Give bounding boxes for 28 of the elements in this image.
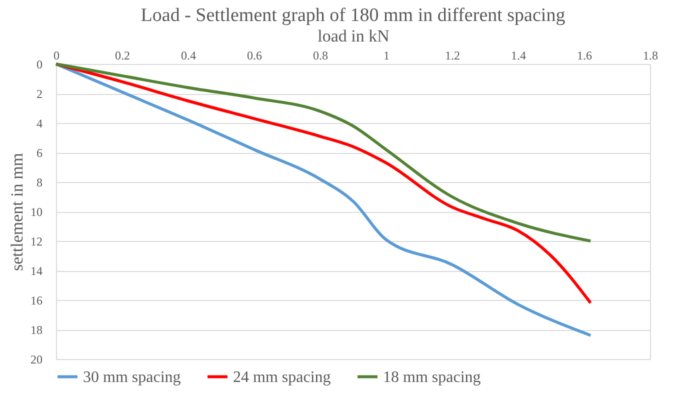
y-tick-label: 14 — [30, 264, 42, 278]
line-series — [54, 62, 592, 242]
y-tick-label: 0 — [36, 58, 42, 72]
y-tick-label: 8 — [36, 176, 42, 190]
x-tick-label: 1.2 — [445, 48, 460, 62]
legend-label: 18 mm spacing — [383, 368, 481, 386]
y-tick-label: 4 — [36, 116, 42, 130]
y-tick-label: 12 — [30, 234, 42, 248]
x-tick-label: 0 — [54, 48, 60, 62]
y-tick-label: 10 — [30, 205, 42, 219]
x-tick-label: 0.8 — [313, 48, 328, 62]
y-tick-label: 6 — [36, 146, 42, 160]
x-tick-label: 0.6 — [247, 48, 262, 62]
x-tick-label: 0.4 — [181, 48, 196, 62]
y-tick-label: 20 — [30, 352, 42, 366]
chart-title: Load - Settlement graph of 180 mm in different spacing — [140, 5, 566, 26]
y-tick-label: 18 — [30, 323, 42, 337]
x-tick-label: 1.4 — [511, 48, 526, 62]
legend-label: 30 mm spacing — [83, 368, 181, 386]
x-tick-label: 1 — [384, 48, 390, 62]
x-tick-label: 0.2 — [115, 48, 130, 62]
x-axis-title: load in kN — [318, 26, 390, 46]
legend-label: 24 mm spacing — [233, 368, 331, 386]
x-tick-label: 1.6 — [577, 48, 592, 62]
x-tick-label: 1.8 — [643, 48, 658, 62]
y-tick-label: 2 — [36, 87, 42, 101]
y-tick-label: 16 — [30, 294, 42, 308]
y-axis-title: settlement in mm — [8, 152, 26, 272]
